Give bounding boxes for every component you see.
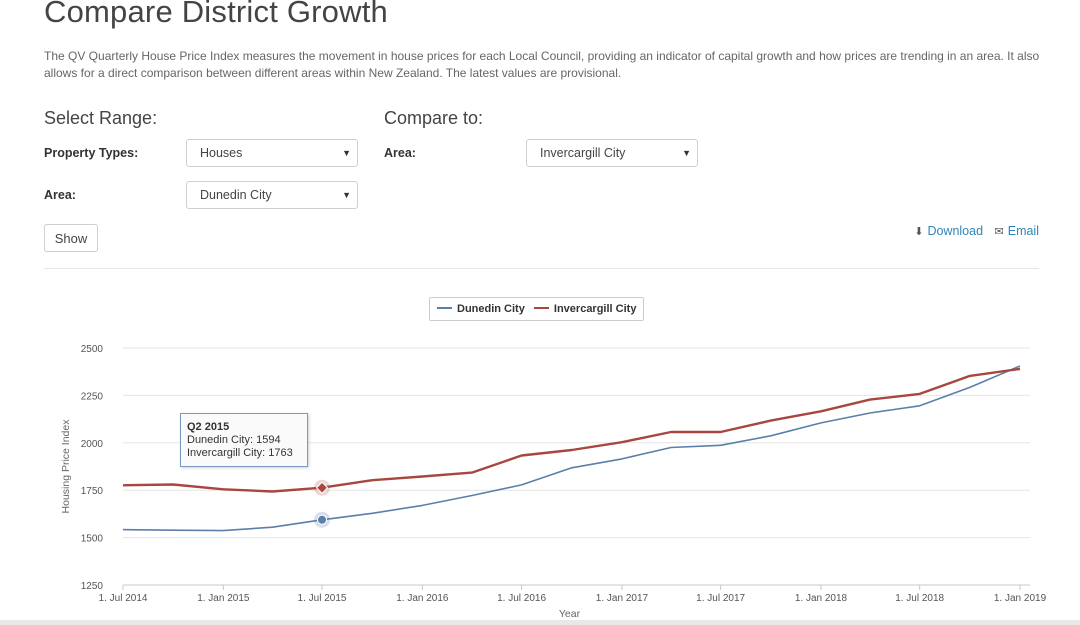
area-value: Dunedin City	[200, 188, 272, 202]
email-link[interactable]: ✉ Email	[995, 224, 1039, 238]
y-tick-label: 2500	[81, 344, 104, 355]
caret-down-icon: ▼	[342, 148, 351, 158]
area-select[interactable]: Dunedin City ▼	[186, 181, 358, 209]
legend-item-invercargill[interactable]: Invercargill City	[533, 298, 637, 320]
legend-label-dunedin: Dunedin City	[457, 303, 525, 315]
x-tick-label: 1. Jul 2015	[298, 593, 347, 604]
chart-actions: ⬇ Download ✉ Email	[906, 224, 1039, 238]
page-description: The QV Quarterly House Price Index measu…	[44, 49, 1040, 80]
x-tick-label: 1. Jul 2018	[895, 593, 944, 604]
legend-label-invercargill: Invercargill City	[553, 303, 637, 315]
tooltip-line-invercargill: Invercargill City: 1763	[187, 447, 293, 459]
tooltip-line-dunedin: Dunedin City: 1594	[187, 434, 281, 446]
x-tick-label: 1. Jul 2017	[696, 593, 745, 604]
download-label: Download	[927, 224, 984, 238]
compare-area-label: Area:	[384, 146, 416, 160]
download-icon: ⬇	[914, 226, 924, 238]
series-line-dunedin	[122, 365, 1021, 532]
compare-area-value: Invercargill City	[540, 146, 626, 160]
chart-legend: Dunedin City Invercargill City	[429, 297, 645, 321]
x-axis-title: Year	[559, 608, 581, 620]
x-tick-label: 1. Jan 2018	[795, 593, 848, 604]
x-tick-label: 1. Jul 2016	[497, 593, 546, 604]
legend-swatch-dunedin	[437, 307, 452, 310]
data-point-invercargill	[315, 481, 329, 494]
page-bottom-bar	[0, 620, 1080, 625]
chart-tooltip: Q2 2015 Dunedin City: 1594 Invercargill …	[180, 413, 308, 467]
download-link[interactable]: ⬇ Download	[914, 224, 983, 238]
compare-to-heading: Compare to:	[384, 108, 484, 128]
property-types-label: Property Types:	[44, 146, 139, 160]
legend-swatch-invercargill	[533, 307, 549, 310]
x-tick-label: 1. Jan 2019	[994, 593, 1047, 604]
property-types-value: Houses	[200, 146, 243, 160]
area-label: Area:	[44, 188, 76, 202]
x-tick-label: 1. Jan 2017	[596, 593, 649, 604]
show-button[interactable]: Show	[44, 224, 98, 252]
divider	[44, 268, 1039, 269]
envelope-icon: ✉	[994, 226, 1004, 238]
caret-down-icon: ▼	[342, 190, 351, 200]
y-axis-title: Housing Price Index	[60, 419, 72, 514]
legend-item-dunedin[interactable]: Dunedin City	[437, 298, 525, 320]
y-tick-label: 2000	[81, 439, 104, 450]
email-label: Email	[1007, 224, 1039, 238]
compare-area-select[interactable]: Invercargill City ▼	[526, 139, 698, 167]
y-tick-label: 1250	[81, 581, 104, 592]
property-types-select[interactable]: Houses ▼	[186, 139, 358, 167]
y-tick-label: 1750	[81, 486, 104, 497]
page-title: Compare District Growth	[44, 0, 388, 29]
caret-down-icon: ▼	[682, 148, 691, 158]
x-tick-label: 1. Jan 2015	[197, 593, 250, 604]
series-line-invercargill	[122, 367, 1021, 493]
data-point-dunedin	[317, 514, 328, 525]
y-tick-label: 2250	[81, 391, 104, 402]
x-tick-label: 1. Jan 2016	[396, 593, 449, 604]
y-tick-label: 1500	[81, 534, 104, 545]
x-tick-label: 1. Jul 2014	[99, 593, 148, 604]
select-range-heading: Select Range:	[44, 108, 158, 128]
tooltip-title: Q2 2015	[187, 421, 230, 433]
